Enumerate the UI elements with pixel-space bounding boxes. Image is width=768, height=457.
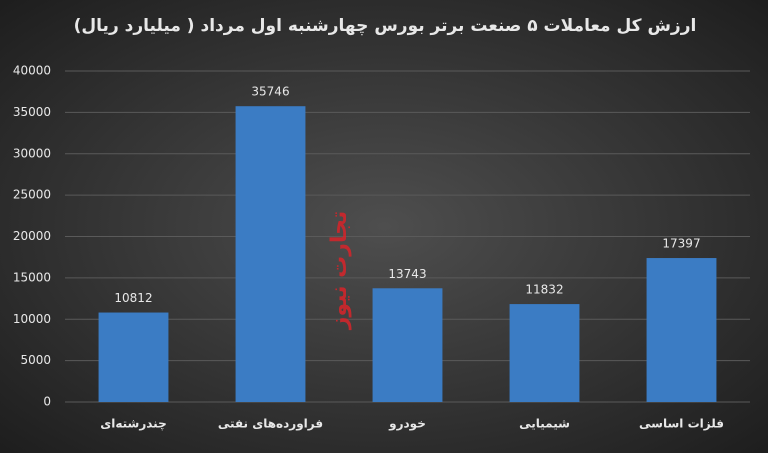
y-tick-label: 40000 [13, 64, 51, 78]
x-tick-label: چندرشته‌ای [100, 417, 166, 431]
bar [235, 106, 306, 403]
bar [98, 312, 169, 402]
y-tick-label: 30000 [13, 146, 51, 160]
value-label: 13743 [388, 267, 426, 281]
x-tick-label: شیمیایی [519, 417, 570, 431]
bar [509, 304, 580, 402]
bar [646, 258, 717, 402]
value-label: 17397 [662, 237, 700, 251]
y-tick-label: 0 [43, 395, 51, 409]
watermark: تجارت نیوز [327, 211, 352, 331]
y-tick-label: 5000 [20, 353, 51, 367]
value-label: 11832 [525, 283, 563, 297]
y-tick-label: 15000 [13, 270, 51, 284]
x-tick-label: خودرو [388, 417, 426, 432]
value-label: 35746 [251, 85, 289, 99]
chart-title: ارزش کل معاملات ۵ صنعت برتر بورس چهارشنب… [74, 16, 697, 36]
bar [372, 288, 443, 402]
y-tick-label: 25000 [13, 188, 51, 202]
y-tick-label: 20000 [13, 229, 51, 243]
y-tick-label: 35000 [13, 105, 51, 119]
x-tick-label: فراورده‌های نفتی [218, 417, 323, 432]
y-tick-label: 10000 [13, 312, 51, 326]
value-label: 10812 [114, 291, 152, 305]
x-tick-label: فلزات اساسی [639, 417, 724, 431]
